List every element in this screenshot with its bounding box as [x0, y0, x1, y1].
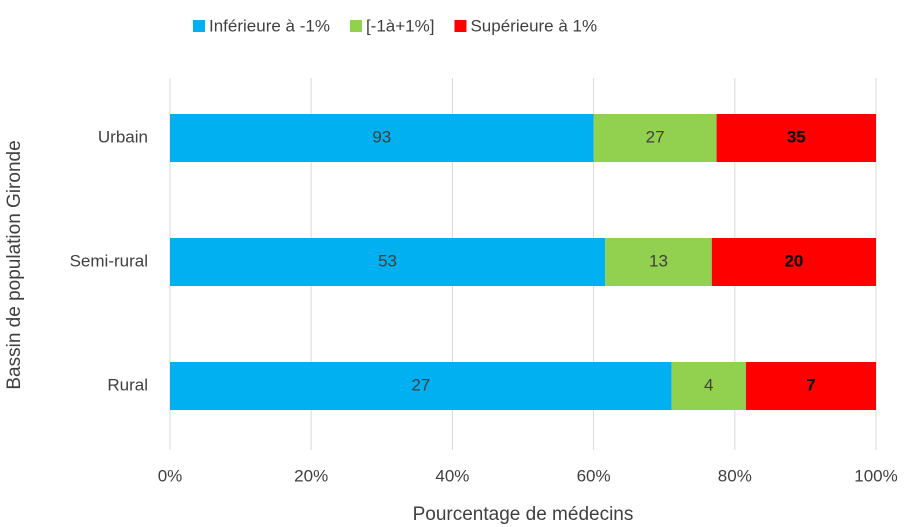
legend-label: Supérieure à 1%	[470, 16, 597, 35]
data-label: 4	[704, 375, 713, 394]
x-axis-title: Pourcentage de médecins	[413, 504, 634, 525]
data-label: 27	[411, 375, 430, 394]
x-tick-label: 80%	[718, 466, 752, 485]
data-label: 13	[649, 251, 668, 270]
x-tick-label: 60%	[577, 466, 611, 485]
bar	[605, 238, 712, 286]
legend-label: Inférieure à -1%	[209, 16, 330, 35]
bar	[593, 114, 717, 162]
x-tick-label: 0%	[158, 466, 183, 485]
data-label: 93	[372, 127, 391, 146]
x-tick-label: 20%	[294, 466, 328, 485]
data-label: 7	[806, 375, 815, 394]
data-label: 27	[646, 127, 665, 146]
legend-swatch	[349, 20, 362, 32]
data-label: 53	[378, 251, 397, 270]
legend-label: [-1à+1%]	[366, 16, 435, 35]
legend-swatch	[193, 20, 205, 32]
bar	[711, 238, 876, 286]
legend-swatch	[454, 20, 467, 32]
bar	[170, 238, 606, 286]
y-tick-label: Semi-rural	[70, 251, 148, 270]
bar	[671, 362, 746, 410]
bar	[716, 114, 876, 162]
bar	[745, 362, 876, 410]
data-label: 35	[787, 127, 806, 146]
y-tick-label: Rural	[107, 375, 148, 394]
legend: Inférieure à -1% [-1à+1%] Supérieure à 1%	[193, 16, 597, 35]
y-tick-label: Urbain	[98, 127, 148, 146]
data-label: 20	[784, 251, 803, 270]
bar	[170, 362, 672, 410]
x-tick-label: 100%	[854, 466, 897, 485]
y-axis-title: Bassin de population Gironde	[4, 140, 25, 389]
x-tick-label: 40%	[435, 466, 469, 485]
bar	[170, 114, 594, 162]
